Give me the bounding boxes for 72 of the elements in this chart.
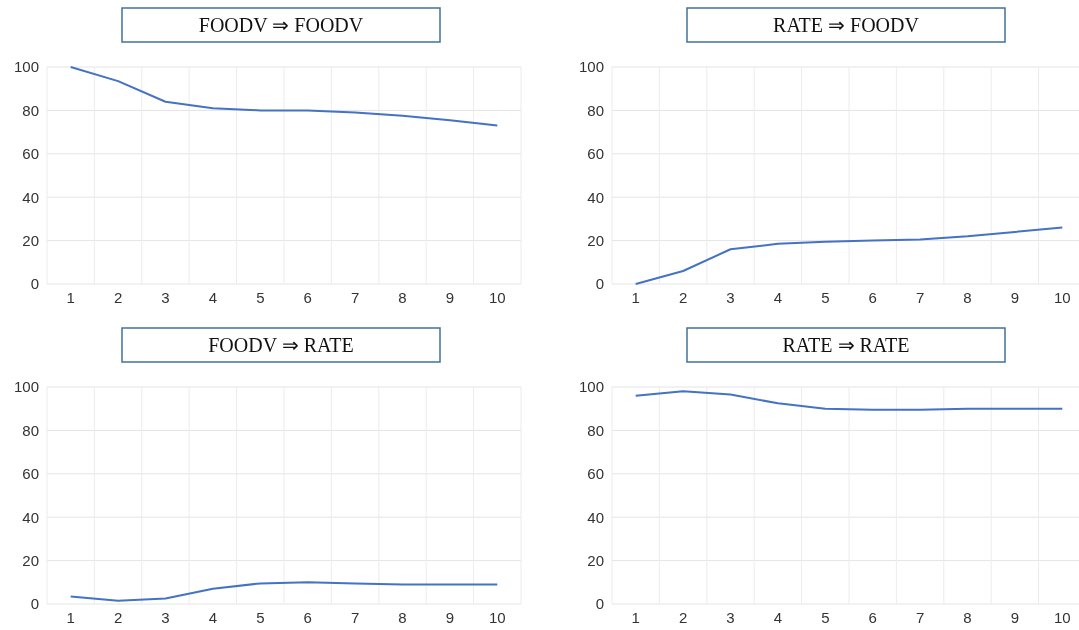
y-tick-label: 100 [578, 378, 604, 396]
line-series [634, 390, 1064, 411]
x-tick-label: 1 [631, 288, 640, 306]
x-tick-label: 10 [1053, 608, 1071, 626]
x-tick-label: 9 [1010, 288, 1020, 306]
y-tick-label: 100 [578, 58, 604, 76]
y-tick-label: 20 [587, 231, 604, 249]
y-tick-label: 40 [22, 508, 39, 526]
x-tick-label: 2 [678, 288, 688, 306]
x-tick-label: 9 [1010, 608, 1020, 626]
line-series [69, 66, 499, 127]
y-tick-label: 80 [587, 421, 604, 439]
x-tick-label: 2 [678, 608, 688, 626]
y-tick-label: 0 [595, 275, 604, 293]
x-tick-label: 4 [208, 288, 218, 306]
x-tick-label: 5 [256, 288, 265, 306]
x-tick-label: 2 [113, 288, 123, 306]
y-tick-label: 40 [22, 188, 39, 206]
y-tick-label: 20 [587, 551, 604, 569]
x-tick-label: 8 [398, 288, 407, 306]
x-tick-label: 1 [66, 608, 75, 626]
x-tick-label: 4 [773, 288, 783, 306]
x-tick-label: 8 [398, 608, 407, 626]
x-tick-label: 5 [256, 608, 265, 626]
x-tick-label: 3 [161, 288, 170, 306]
y-tick-label: 20 [22, 231, 39, 249]
x-tick-label: 6 [868, 608, 877, 626]
x-tick-label: 5 [821, 288, 830, 306]
x-tick-label: 10 [488, 288, 506, 306]
y-tick-label: 40 [587, 508, 604, 526]
y-tick-label: 100 [13, 58, 39, 76]
x-tick-label: 2 [113, 608, 123, 626]
x-tick-label: 4 [773, 608, 783, 626]
x-tick-label: 7 [915, 608, 925, 626]
x-tick-label: 10 [1053, 288, 1071, 306]
x-tick-label: 7 [350, 288, 360, 306]
x-tick-label: 6 [868, 288, 877, 306]
y-tick-label: 100 [13, 378, 39, 396]
y-tick-label: 80 [22, 421, 39, 439]
x-tick-label: 9 [445, 288, 455, 306]
x-tick-label: 9 [445, 608, 455, 626]
y-tick-label: 80 [22, 101, 39, 119]
line-series [69, 581, 499, 602]
y-tick-label: 0 [30, 275, 39, 293]
y-tick-label: 0 [595, 595, 604, 613]
y-tick-label: 40 [587, 188, 604, 206]
chart-title: RATE ⇒ FOODV [773, 14, 920, 36]
y-tick-label: 60 [587, 465, 604, 483]
x-tick-label: 3 [726, 608, 735, 626]
chart-title: FOODV ⇒ RATE [208, 334, 354, 356]
x-tick-label: 6 [303, 288, 312, 306]
x-tick-label: 4 [208, 608, 218, 626]
y-tick-label: 60 [22, 145, 39, 163]
x-tick-label: 6 [303, 608, 312, 626]
y-tick-label: 0 [30, 595, 39, 613]
x-tick-label: 8 [963, 608, 972, 626]
x-tick-label: 1 [66, 288, 75, 306]
x-tick-label: 3 [726, 288, 735, 306]
y-tick-label: 60 [22, 465, 39, 483]
y-tick-label: 80 [587, 101, 604, 119]
chart-title: RATE ⇒ RATE [782, 334, 910, 356]
y-tick-label: 60 [587, 145, 604, 163]
line-series [634, 226, 1064, 285]
y-tick-label: 20 [22, 551, 39, 569]
x-tick-label: 10 [488, 608, 506, 626]
x-tick-label: 7 [915, 288, 925, 306]
x-tick-label: 3 [161, 608, 170, 626]
x-tick-label: 8 [963, 288, 972, 306]
x-tick-label: 5 [821, 608, 830, 626]
x-tick-label: 1 [631, 608, 640, 626]
x-tick-label: 7 [350, 608, 360, 626]
chart-title: FOODV ⇒ FOODV [198, 14, 364, 36]
